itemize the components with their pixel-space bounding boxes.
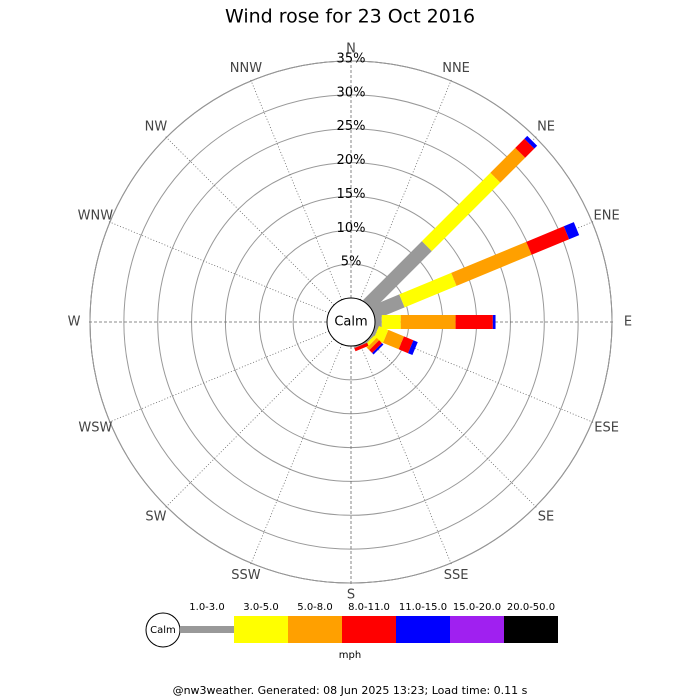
direction-label: S — [347, 588, 355, 603]
wind-bar — [366, 337, 380, 351]
legend-label: 20.0-50.0 — [507, 602, 555, 613]
legend-swatch — [342, 616, 396, 643]
wind-bar — [526, 226, 570, 255]
legend-label: 5.0-8.0 — [297, 602, 332, 613]
footer: @nw3weather. Generated: 08 Jun 2025 13:2… — [173, 684, 528, 697]
wind-bar — [515, 138, 535, 158]
direction-label: SE — [538, 510, 554, 525]
r-tick-label: 10% — [337, 221, 366, 236]
direction-label: NW — [145, 119, 168, 134]
legend-swatch — [234, 616, 288, 643]
legend-swatch — [396, 616, 450, 643]
wind-bar — [421, 172, 501, 252]
r-tick-label: 20% — [337, 153, 366, 168]
direction-label: SSW — [231, 568, 261, 583]
r-tick-label: 30% — [337, 85, 366, 100]
direction-label: ESE — [594, 420, 619, 435]
wind-bar — [354, 342, 369, 352]
wind-bar — [372, 343, 384, 355]
wind-bar — [451, 241, 532, 286]
wind-bar — [369, 340, 383, 354]
wind-bar — [370, 294, 405, 320]
calm-circle — [326, 297, 376, 347]
direction-label: N — [346, 42, 356, 57]
legend-label: 3.0-5.0 — [243, 602, 278, 613]
grid-ring — [123, 94, 579, 550]
legend-label: 8.0-11.0 — [348, 602, 390, 613]
wind-bar — [524, 135, 538, 149]
spoke — [106, 220, 329, 314]
spoke — [367, 338, 538, 509]
spoke — [359, 77, 453, 300]
legend-swatch — [180, 626, 234, 633]
direction-label: NE — [537, 119, 555, 134]
spoke — [359, 344, 453, 567]
r-tick-label: 25% — [337, 119, 366, 134]
wind-bar — [408, 340, 418, 356]
r-tick-label: 5% — [341, 255, 362, 270]
chart-title: Wind rose for 23 Oct 2016 — [225, 6, 475, 28]
wind-bar — [398, 336, 414, 354]
wind-bar — [400, 315, 456, 329]
spoke — [164, 135, 335, 306]
r-tick-label: 35% — [337, 52, 366, 67]
legend-unit: mph — [339, 650, 361, 661]
direction-label: ENE — [594, 209, 620, 224]
grid-ring — [157, 128, 545, 516]
spoke — [106, 330, 329, 424]
legend-label: 1.0-3.0 — [189, 602, 224, 613]
legend: Calm 1.0-3.0 3.0-5.0 5.0-8.0 8.0-11.0 11.0-15… — [145, 602, 558, 648]
legend-swatch — [504, 616, 558, 643]
spoke — [164, 338, 335, 509]
direction-label: WNW — [78, 209, 114, 224]
direction-label: WSW — [78, 420, 112, 435]
spoke — [249, 344, 343, 567]
calm-label: Calm — [334, 315, 367, 330]
legend-label: 11.0-15.0 — [399, 602, 447, 613]
legend-label: 15.0-20.0 — [453, 602, 501, 613]
wind-bar — [399, 272, 457, 308]
direction-label: W — [68, 315, 81, 330]
wind-bar — [563, 222, 580, 240]
wind-bar — [383, 329, 405, 350]
wind-bar — [492, 315, 496, 329]
legend-swatch — [450, 616, 504, 643]
wind-bar — [490, 147, 526, 183]
wind-bar — [363, 241, 432, 310]
wind-bar — [353, 341, 368, 349]
legend-calm-label: Calm — [150, 625, 176, 636]
direction-label: E — [624, 315, 632, 330]
direction-label: SSE — [444, 568, 469, 583]
wind-bar — [455, 315, 493, 329]
direction-label: NNE — [442, 61, 470, 76]
wind-bar — [381, 315, 401, 329]
direction-label: NNW — [230, 61, 262, 76]
legend-swatch — [288, 616, 342, 643]
r-tick-label: 15% — [337, 187, 366, 202]
spoke — [249, 77, 343, 300]
direction-label: SW — [145, 510, 166, 525]
